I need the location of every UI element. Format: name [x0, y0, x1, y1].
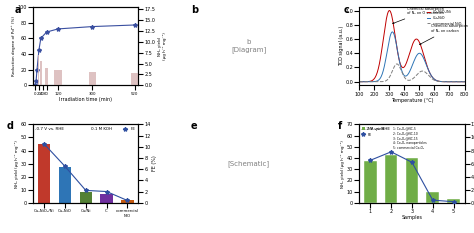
Y-axis label: NH₃ yield (μg h⁻¹ mg⁻¹): NH₃ yield (μg h⁻¹ mg⁻¹) [15, 140, 19, 188]
Bar [131, 73, 138, 85]
Cu₂NiO [419, 54, 425, 57]
Bar [89, 72, 96, 85]
Bar [59, 168, 71, 203]
Text: [Schematic]: [Schematic] [228, 160, 270, 167]
Cu₂NiO₄/Ni [419, 48, 425, 51]
X-axis label: Irradiation time (min): Irradiation time (min) [59, 97, 112, 102]
FE [62, 165, 68, 168]
Text: f: f [338, 120, 343, 130]
Bar [100, 194, 113, 203]
Bar [385, 155, 397, 203]
Text: -0.7 V vs. RHE: -0.7 V vs. RHE [35, 127, 64, 131]
Cu₂NiO₄/Ni [452, 80, 458, 83]
commercial NiO [452, 80, 458, 83]
Bar [38, 55, 39, 85]
Legend: NH₃ yield, FE: NH₃ yield, FE [361, 126, 385, 137]
commercial NiO [419, 70, 425, 72]
Cu₂NiO₄/Ni [356, 80, 362, 83]
FE [125, 199, 130, 202]
Bar [80, 192, 92, 203]
Y-axis label: TCD signal (a.u.): TCD signal (a.u.) [339, 26, 344, 66]
X-axis label: Temperature (°C): Temperature (°C) [391, 98, 433, 103]
commercial NiO [446, 80, 451, 83]
Text: c: c [344, 5, 349, 15]
Cu₂NiO [390, 31, 395, 33]
Text: d: d [7, 120, 14, 130]
Bar [406, 158, 418, 203]
Y-axis label: FE (%): FE (%) [152, 156, 157, 171]
Y-axis label: NH₃ yield
(μg h⁻¹ mg⁻¹): NH₃ yield (μg h⁻¹ mg⁻¹) [158, 32, 167, 60]
FE [104, 190, 109, 193]
Line: commercial NiO: commercial NiO [359, 64, 465, 82]
Bar [38, 144, 50, 203]
Text: b
[Diagram]: b [Diagram] [231, 39, 266, 53]
FE [41, 143, 47, 145]
Text: 1: Co₃O₄@NC-5
2: Co₃O₄@NC-10
3: Co₃O₄@NC-15
4: Co₃O₄ nanoparticles
5: commercial: 1: Co₃O₄@NC-5 2: Co₃O₄@NC-10 3: Co₃O₄@NC… [393, 127, 427, 150]
Bar [40, 61, 42, 85]
commercial NiO [394, 62, 400, 65]
Bar [54, 70, 62, 85]
Cu₂NiO₄/Ni [419, 49, 425, 52]
Cu₂NiO₄/Ni [386, 9, 392, 12]
Cu₂NiO [446, 80, 451, 83]
Cu₂NiO₄/Ni [462, 80, 467, 83]
Cu₂NiO [421, 58, 427, 61]
Cu₂NiO₄/Ni [421, 55, 427, 58]
Line: FE: FE [42, 142, 129, 202]
Text: -0.2 V vs. RHE: -0.2 V vs. RHE [361, 127, 391, 131]
Text: e: e [191, 120, 198, 130]
Bar [447, 199, 460, 203]
Text: 0.1 M KOH: 0.1 M KOH [91, 127, 112, 131]
Bar [427, 192, 439, 203]
Line: Cu₂NiO: Cu₂NiO [359, 32, 465, 82]
Cu₂NiO₄/Ni [446, 80, 451, 83]
Cu₂NiO [356, 80, 362, 83]
Cu₂NiO [462, 80, 467, 83]
commercial NiO [462, 80, 467, 83]
commercial NiO [421, 70, 427, 73]
commercial NiO [356, 80, 362, 83]
Line: Cu₂NiO₄/Ni: Cu₂NiO₄/Ni [359, 10, 465, 82]
Y-axis label: Reduction degree of Pd²⁺ (%): Reduction degree of Pd²⁺ (%) [11, 16, 16, 76]
Text: Chemical adsorption
of N₂ on O vacancies: Chemical adsorption of N₂ on O vacancies [392, 7, 444, 24]
Cu₂NiO₄/Ni [357, 80, 363, 83]
Text: a: a [14, 5, 21, 15]
X-axis label: Samples: Samples [401, 215, 422, 220]
Bar [45, 68, 48, 85]
Bar [364, 161, 376, 203]
Legend: FE: FE [122, 127, 137, 132]
Text: Chemical adsorption
of N₂ on carbon: Chemical adsorption of N₂ on carbon [419, 24, 468, 45]
commercial NiO [419, 70, 425, 72]
Cu₂NiO [452, 80, 458, 83]
FE [83, 189, 89, 192]
Text: b: b [191, 5, 198, 15]
Bar [36, 51, 37, 85]
Y-axis label: NH₃ yield (μg h⁻¹ mg⁻¹): NH₃ yield (μg h⁻¹ mg⁻¹) [341, 140, 346, 188]
commercial NiO [357, 80, 363, 83]
Cu₂NiO [357, 80, 363, 83]
Cu₂NiO [419, 54, 425, 57]
Legend: Cu₂NiO₄/Ni, Cu₂NiO, commercial NiO: Cu₂NiO₄/Ni, Cu₂NiO, commercial NiO [425, 9, 463, 27]
Bar [121, 200, 134, 203]
